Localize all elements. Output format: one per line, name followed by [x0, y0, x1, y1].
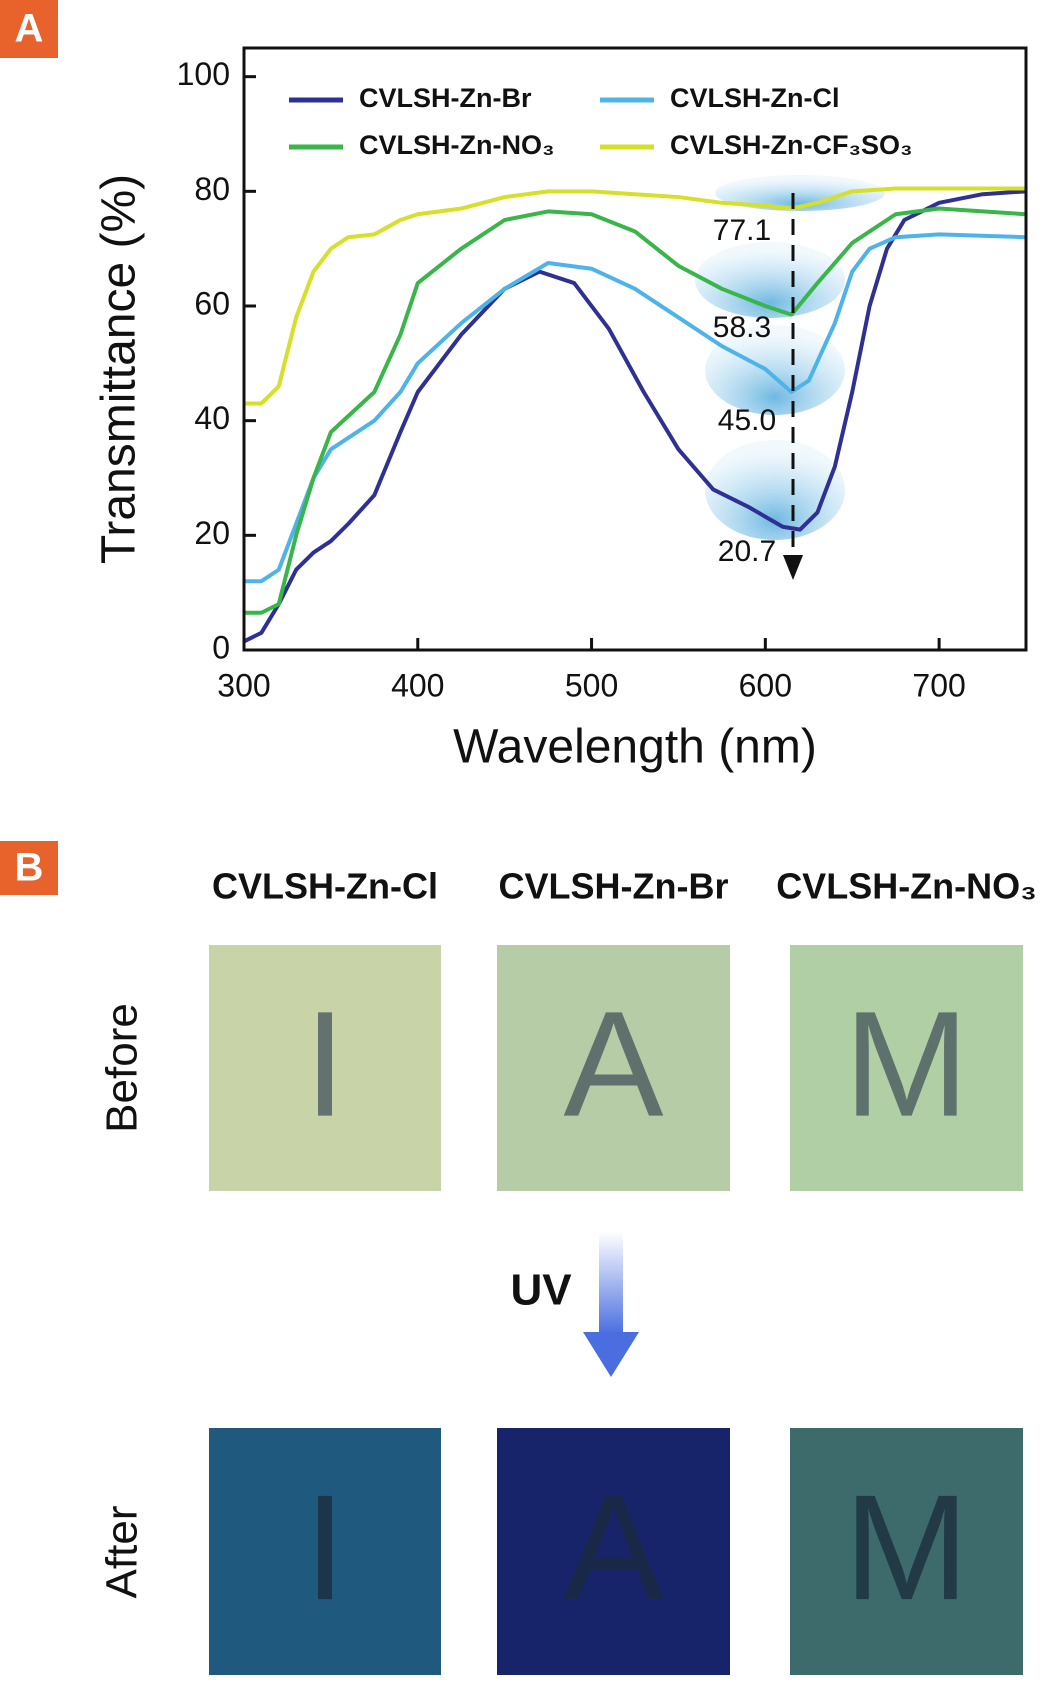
- panel-b: CVLSH-Zn-Cl I I CVLSH-Zn-Br A A CVLSH-Zn-NO₃ M M…: [98, 866, 1037, 1675]
- legend-label: CVLSH-Zn-CF₃SO₃: [670, 130, 912, 160]
- sample-photo: [209, 1428, 441, 1675]
- series-line: [244, 206, 1027, 615]
- annotation: 45.0: [718, 404, 776, 437]
- panel-label-box: [0, 841, 58, 895]
- y-axis-title: Transmittance (%): [93, 174, 146, 564]
- y-tick-label: 100: [177, 56, 230, 92]
- legend-label: CVLSH-Zn-Cl: [670, 83, 839, 113]
- y-tick-label: 60: [194, 285, 230, 321]
- sample-photo: [790, 945, 1023, 1191]
- y-tick-label: 40: [194, 400, 230, 436]
- y-tick-label: 80: [194, 171, 230, 207]
- row-label: Before: [98, 1003, 147, 1133]
- sample-letter: A: [563, 980, 663, 1148]
- uv-label: UV: [510, 1266, 572, 1315]
- column-label: CVLSH-Zn-Br: [499, 866, 729, 907]
- x-tick-label: 400: [391, 667, 444, 703]
- sample-photo: [497, 945, 730, 1191]
- x-tick-label: 300: [217, 667, 270, 703]
- chart: 0 20 40 60 80 100 300 400 500 600 700 Wavelength (n…: [93, 46, 1028, 774]
- series-line: [244, 232, 1027, 584]
- dip-shade: [715, 175, 885, 211]
- annotation: 58.3: [713, 311, 771, 344]
- plot-frame: [242, 46, 1028, 652]
- dip-shade: [705, 325, 845, 415]
- panel-label-box: [0, 0, 58, 58]
- uv-arrow-stem: [599, 1232, 623, 1334]
- annotation: 77.1: [713, 214, 771, 247]
- row-label: After: [98, 1506, 147, 1599]
- y-tick-label: 20: [194, 515, 230, 551]
- x-tick-label: 600: [739, 667, 792, 703]
- annotation: 20.7: [718, 535, 776, 568]
- sample-letter: I: [304, 1463, 346, 1631]
- sample-letter: A: [563, 1463, 663, 1631]
- column-label: CVLSH-Zn-NO₃: [776, 866, 1037, 907]
- series-line: [244, 186, 1026, 406]
- x-axis-title: Wavelength (nm): [453, 721, 817, 774]
- y-tick-label: 0: [212, 629, 230, 665]
- column-label: CVLSH-Zn-Cl: [212, 866, 438, 907]
- sample-letter: M: [844, 1463, 969, 1631]
- legend-label: CVLSH-Zn-Br: [359, 83, 532, 113]
- x-tick-label: 700: [912, 667, 965, 703]
- sample-letter: M: [844, 980, 969, 1148]
- sample-photo: [790, 1428, 1023, 1675]
- panel-label: A: [15, 7, 44, 51]
- panel-label: B: [15, 846, 44, 890]
- dip-shade: [705, 440, 845, 540]
- dip-shade: [695, 242, 845, 318]
- arrow-head: [783, 555, 803, 580]
- series-line: [243, 189, 1027, 644]
- legend-label: CVLSH-Zn-NO₃: [359, 130, 554, 160]
- x-tick-label: 500: [565, 667, 618, 703]
- sample-photo: [209, 945, 441, 1191]
- sample-letter: I: [304, 980, 346, 1148]
- uv-arrow-head: [583, 1332, 639, 1377]
- sample-photo: [497, 1428, 730, 1675]
